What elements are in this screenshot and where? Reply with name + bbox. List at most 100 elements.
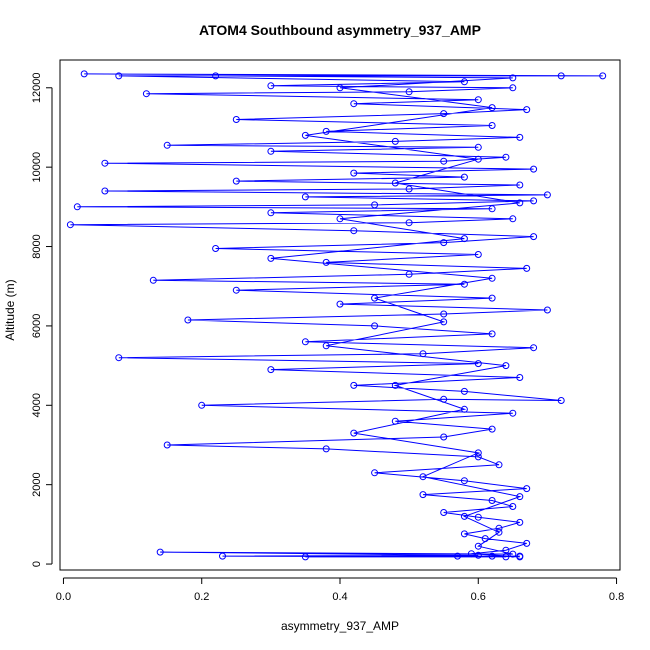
data-point — [488, 330, 496, 338]
data-point — [149, 276, 157, 284]
data-point — [523, 485, 531, 493]
y-axis-label: Altitude (m) — [3, 279, 17, 340]
data-point — [516, 181, 524, 189]
data-point — [460, 387, 468, 395]
data-point — [440, 110, 448, 118]
data-point — [502, 362, 510, 370]
data-point — [101, 187, 109, 195]
x-tick-label: 0.0 — [56, 591, 71, 603]
x-tick-label: 0.2 — [194, 591, 209, 603]
data-point — [460, 173, 468, 181]
data-point — [495, 461, 503, 469]
data-point — [115, 72, 123, 80]
data-point — [516, 518, 524, 526]
data-point — [502, 546, 510, 554]
x-tick-label: 0.4 — [332, 591, 347, 603]
data-point — [232, 286, 240, 294]
y-tick-label: 2000 — [31, 472, 43, 496]
data-point — [163, 141, 171, 149]
data-point — [474, 360, 482, 368]
data-point — [488, 122, 496, 129]
data-point — [350, 227, 358, 235]
data-point — [495, 524, 503, 532]
data-point — [502, 153, 510, 161]
data-point — [405, 88, 413, 96]
data-point — [543, 306, 551, 314]
data-point — [516, 374, 524, 381]
data-point — [391, 179, 399, 187]
data-point — [488, 205, 496, 213]
data-point — [509, 215, 517, 223]
data-point — [516, 199, 524, 207]
data-point — [267, 82, 275, 90]
data-point — [516, 133, 524, 141]
data-point — [557, 72, 565, 80]
y-tick-label: 6000 — [31, 314, 43, 338]
data-point — [163, 441, 171, 449]
data-point — [301, 193, 309, 201]
data-point — [509, 550, 517, 558]
data-point — [115, 354, 123, 362]
data-point — [474, 453, 482, 461]
data-point — [488, 294, 496, 302]
data-point — [509, 503, 517, 510]
data-point — [232, 177, 240, 185]
x-axis-label: asymmetry_937_AMP — [281, 619, 399, 633]
data-point — [474, 551, 482, 559]
data-point — [371, 322, 379, 330]
data-point — [350, 429, 358, 437]
data-point — [474, 513, 482, 521]
data-point — [80, 70, 88, 78]
data-point — [267, 209, 275, 217]
data-point — [454, 552, 461, 560]
data-point — [419, 491, 427, 499]
data-point — [509, 84, 517, 92]
data-point — [509, 74, 517, 82]
x-tick-label: 0.8 — [609, 591, 624, 603]
data-point — [488, 497, 496, 504]
y-tick-label: 4000 — [31, 393, 43, 417]
data-point — [219, 552, 226, 560]
data-point — [391, 417, 399, 425]
data-point — [502, 553, 510, 561]
x-tick-label: 0.6 — [471, 591, 486, 603]
data-point — [267, 366, 275, 374]
data-point — [405, 185, 413, 193]
data-point — [350, 100, 358, 108]
y-tick-label: 0 — [31, 561, 43, 567]
data-point — [474, 96, 482, 104]
data-point — [523, 106, 531, 114]
data-point — [419, 350, 427, 358]
data-point — [212, 245, 220, 252]
data-point — [336, 215, 344, 223]
data-point — [391, 381, 399, 389]
data-point — [488, 104, 496, 112]
data-point — [530, 344, 538, 352]
data-point — [371, 294, 379, 302]
data-point — [467, 550, 475, 558]
data-point — [184, 316, 192, 324]
y-tick-label: 12000 — [31, 72, 43, 103]
y-axis: 0 2000 4000 6000 8000 10000 12000 — [31, 72, 53, 567]
data-point — [516, 493, 524, 501]
data-point — [73, 203, 81, 211]
data-point — [440, 509, 448, 516]
data-point — [460, 280, 468, 288]
data-point — [322, 342, 330, 350]
data-point — [336, 300, 344, 308]
data-point — [474, 251, 482, 258]
data-point — [371, 201, 379, 209]
data-point — [301, 131, 309, 139]
data-point — [232, 116, 240, 123]
data-point — [322, 258, 330, 266]
data-point — [322, 445, 330, 453]
data-point — [350, 381, 358, 389]
data-point — [474, 155, 482, 163]
data-point — [101, 159, 109, 167]
series-layer — [66, 70, 607, 561]
data-point — [557, 397, 565, 404]
data-point — [523, 264, 531, 272]
data-point — [516, 552, 524, 560]
